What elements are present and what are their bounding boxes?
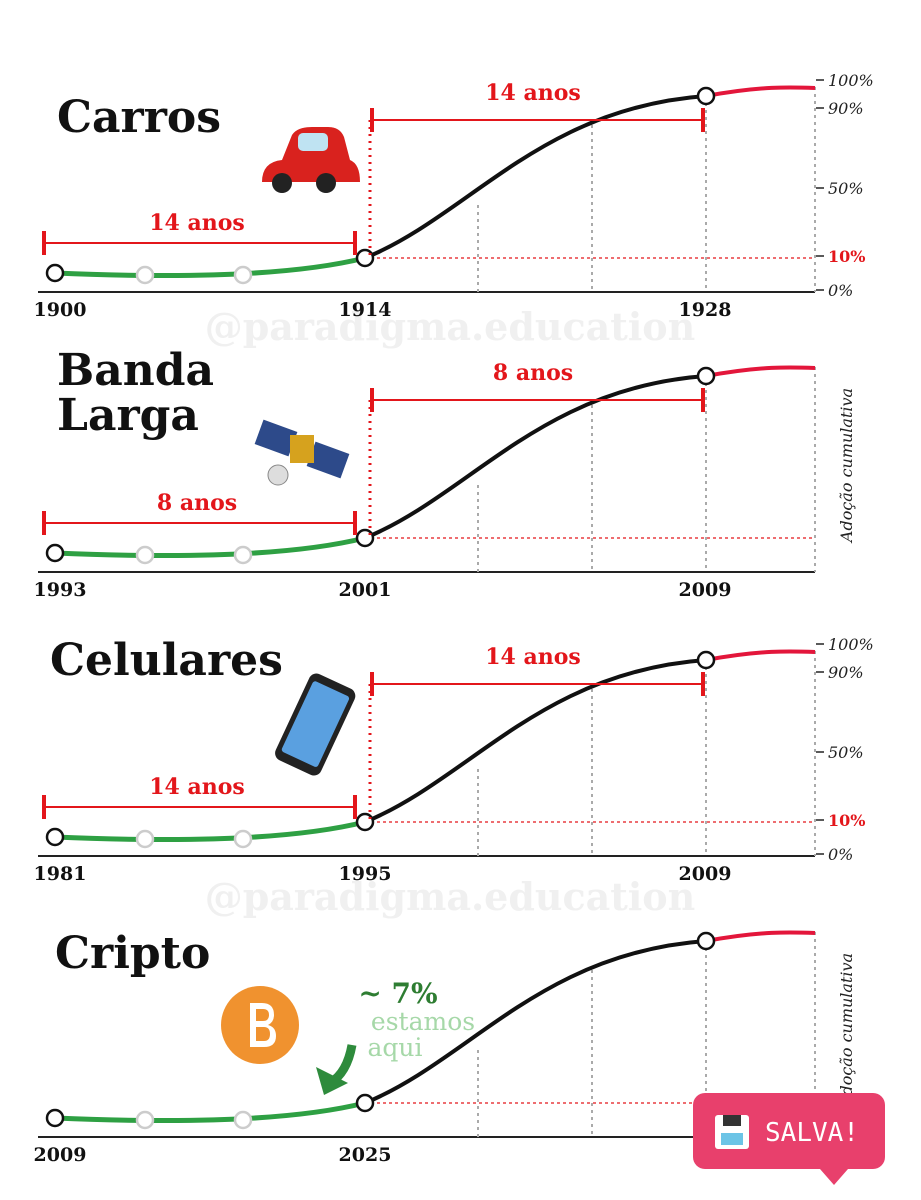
curve-early [54,1100,366,1124]
car-window [298,133,328,151]
floppy-label [721,1133,743,1145]
span-label: 8 anos [157,490,237,516]
axis-label: Adoção cumulativa [837,953,856,1109]
annotation-text: estamos [371,1007,475,1036]
span-label: 14 anos [485,644,581,670]
year-label: 2009 [679,863,732,885]
point [696,86,716,106]
curve-growth [364,939,707,1105]
satellite-panel [254,419,298,457]
year-label: 1928 [679,299,732,321]
annotation-value: ~ 7% [358,977,437,1010]
panel: Cripto 2009 2025 Adoção cumulativa ~ 7%estam… [34,928,856,1166]
panel-title: Celulares [50,635,283,686]
point [233,829,253,849]
point [135,1110,155,1130]
y-tick-label: 10% [828,811,865,830]
y-tick-label: 0% [828,281,853,300]
car-icon [262,127,360,182]
panel-title: Cripto [55,928,210,979]
panel-title: Banda [57,345,214,396]
point [355,528,375,548]
point [45,543,65,563]
point [355,812,375,832]
y-tick-label: 90% [828,99,864,118]
panel: Carros 1900 1914 1928 14 anos 14 anos 100% 90% 5… [34,71,874,321]
year-label: 2025 [339,1144,392,1166]
y-tick-label: 90% [828,663,864,682]
point [45,827,65,847]
curve-growth [364,658,707,824]
y-tick-label: 0% [828,845,853,864]
year-label: 1914 [339,299,392,321]
panel: Celulares 1981 1995 2009 14 anos 14 anos 100% 9… [34,635,874,885]
curve-saturation [705,930,816,943]
satellite-dish [267,464,289,486]
point [355,248,375,268]
point [696,650,716,670]
save-button[interactable]: SALVA! [693,1093,885,1185]
button-bg [693,1093,885,1169]
curve-growth [364,374,707,540]
point [233,265,253,285]
point [45,1108,65,1128]
curve-early [54,819,366,843]
point [135,829,155,849]
panel-title: Larga [57,390,199,441]
watermark: @paradigma.education [205,304,696,349]
curve-saturation [705,85,816,98]
car-wheel [316,173,336,193]
point [355,1093,375,1113]
y-tick-label: 100% [828,71,874,90]
satellite-panel [306,441,350,479]
here-arrowhead [316,1067,348,1095]
span-label: 8 anos [493,360,573,386]
watermark: @paradigma.education [205,874,696,919]
curve-early [54,255,366,279]
floppy-shutter [723,1115,741,1126]
phone-screen [281,681,350,767]
button-label[interactable]: SALVA! [765,1118,859,1148]
point [135,545,155,565]
span-label: 14 anos [149,774,245,800]
point [696,931,716,951]
year-label: 1993 [34,579,87,601]
year-label: 2009 [679,579,732,601]
axis-label: Adoção cumulativa [837,388,856,544]
y-tick-label: 50% [828,179,864,198]
y-tick-label: 10% [828,247,865,266]
curve-saturation [705,649,816,662]
span-label: 14 anos [485,80,581,106]
point [233,1110,253,1130]
button-tail [820,1169,848,1185]
curve-growth [364,94,707,260]
annotation-text: aqui [367,1033,422,1062]
panel-title: Carros [57,92,221,143]
car-wheel [272,173,292,193]
y-tick-label: 100% [828,635,874,654]
year-label: 1900 [34,299,87,321]
point [135,265,155,285]
bitcoin-symbol [250,1003,276,1047]
point [233,545,253,565]
year-label: 2009 [34,1144,87,1166]
span-label: 14 anos [149,210,245,236]
year-label: 1995 [339,863,392,885]
satellite-body [290,435,314,463]
point [696,366,716,386]
year-label: 1981 [34,863,87,885]
curve-saturation [705,365,816,378]
point [45,263,65,283]
curve-early [54,535,366,559]
y-tick-label: 50% [828,743,864,762]
year-label: 2001 [339,579,392,601]
